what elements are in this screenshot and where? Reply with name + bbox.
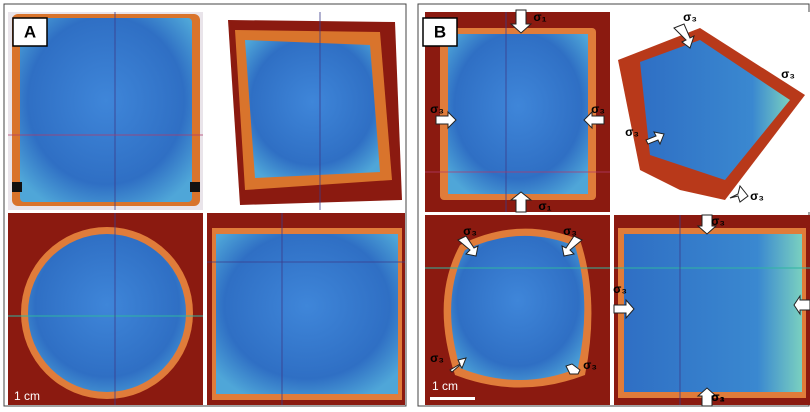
stress-label: σ₃ [463,224,477,238]
stress-label: σ₃ [591,102,605,116]
stress-label: σ₃ [711,390,725,404]
scale-bar-label: 1 cm [432,379,458,393]
stress-label: σ₃ [625,125,639,139]
image-b2 [614,12,810,212]
stress-label: σ₃ [683,10,697,24]
stress-label: σ₃ [711,214,725,228]
panel-label: B [434,22,446,41]
stress-label: σ₃ [613,282,627,296]
stress-label: σ₃ [430,102,444,116]
figure: 1 cm A 1 cm [0,0,810,407]
page: 1 cm A 1 cm [0,0,810,407]
image-b4 [614,215,810,405]
image-a4 [207,213,405,405]
stress-label: σ₃ [781,67,795,81]
panel-label: A [24,22,36,41]
image-a2 [210,12,405,210]
image-b3: 1 cm [425,215,610,405]
stress-label: σ₃ [583,358,597,372]
scale-bar-label: 1 cm [14,389,40,403]
image-a3: 1 cm [8,213,203,405]
stress-label: σ₃ [430,351,444,365]
stress-label: σ₁ [538,199,551,213]
stress-label: σ₁ [533,10,546,24]
stress-label: σ₃ [750,189,764,203]
stress-label: σ₃ [563,224,577,238]
